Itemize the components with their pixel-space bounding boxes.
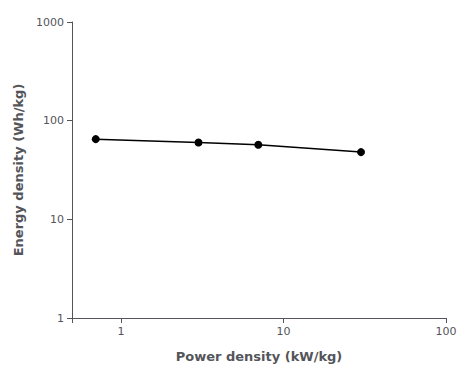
svg-text:100: 100 bbox=[43, 114, 64, 127]
svg-text:1: 1 bbox=[57, 312, 64, 325]
svg-text:10: 10 bbox=[276, 325, 290, 338]
svg-text:1000: 1000 bbox=[36, 16, 64, 29]
svg-text:1: 1 bbox=[117, 325, 124, 338]
svg-text:Power density (kW/kg): Power density (kW/kg) bbox=[176, 349, 343, 364]
svg-text:10: 10 bbox=[50, 213, 64, 226]
svg-text:100: 100 bbox=[436, 325, 457, 338]
svg-text:Energy density (Wh/kg): Energy density (Wh/kg) bbox=[11, 84, 26, 257]
